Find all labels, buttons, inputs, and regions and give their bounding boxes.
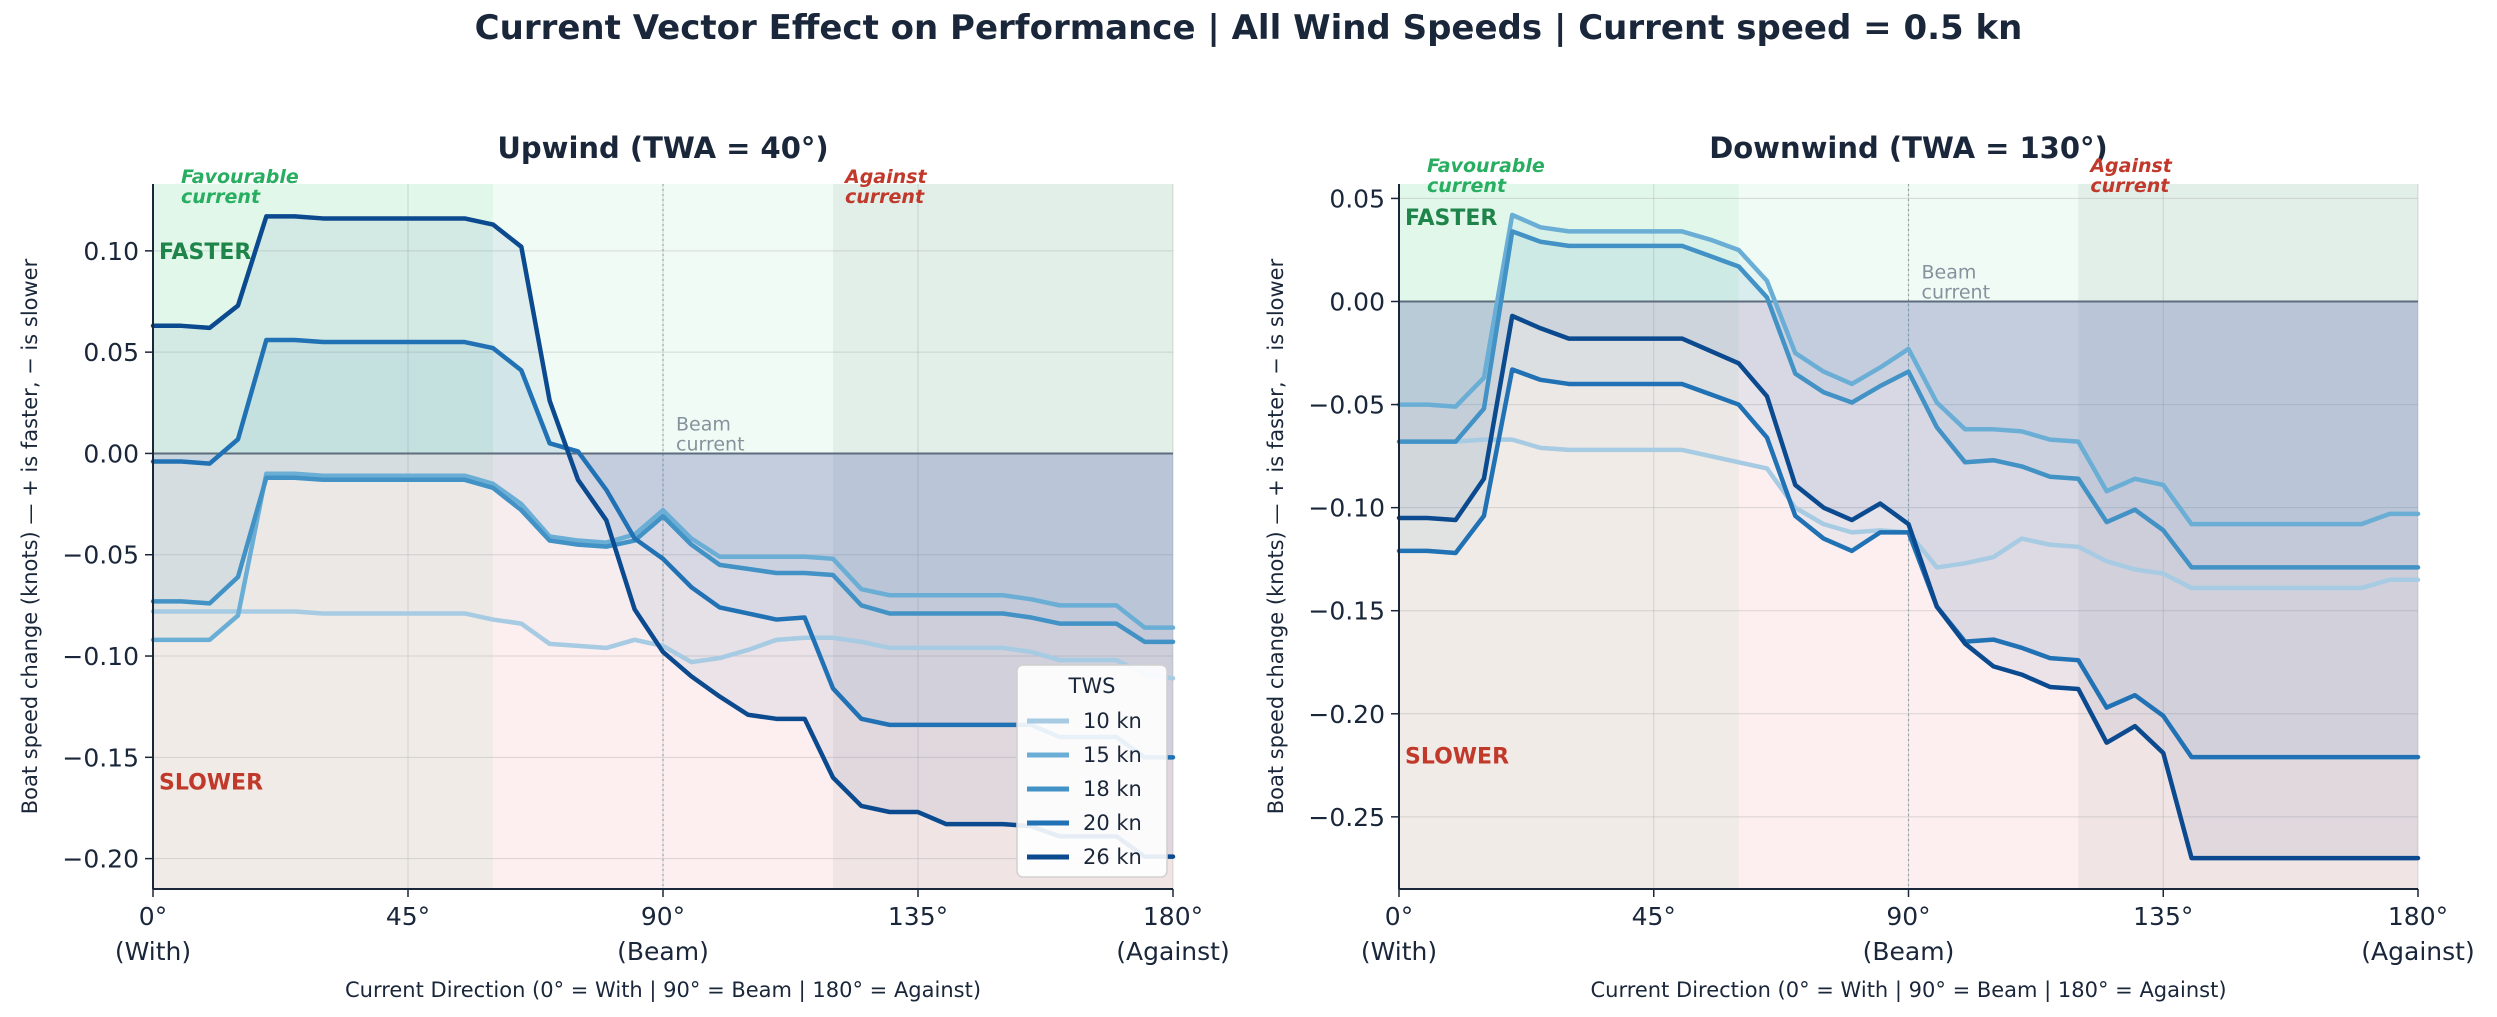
- series-area-4: [153, 216, 1173, 857]
- x-tick-sublabel: (With): [115, 937, 191, 966]
- series-line-2: [150, 475, 1176, 645]
- x-tick-label: 135°: [888, 902, 948, 931]
- against-label-line2: current: [2090, 175, 2170, 197]
- faster-band: [1399, 184, 2418, 302]
- beam-label-line1: Beam: [676, 413, 731, 435]
- y-tick-label: −0.05: [62, 541, 139, 570]
- y-tick-label: 0.10: [83, 237, 139, 266]
- series-line-3: [1396, 367, 2421, 760]
- y-tick-label: −0.20: [1308, 700, 1385, 729]
- y-tick-label: 0.05: [1329, 184, 1385, 213]
- faster-band: [153, 184, 1173, 454]
- x-tick-label: 180°: [1143, 902, 1203, 931]
- slower-band: [153, 453, 1173, 889]
- y-axis-label: Boat speed change (knots) — + is faster,…: [18, 258, 42, 814]
- series-line-1: [150, 471, 1176, 643]
- series-line-1: [1396, 212, 2421, 527]
- y-tick-label: −0.20: [62, 845, 139, 874]
- x-tick-label: 0°: [1385, 902, 1413, 931]
- x-tick-sublabel: (Against): [1116, 937, 1229, 966]
- x-tick-sublabel: (Beam): [1863, 937, 1955, 966]
- beam-label-line2: current: [676, 433, 745, 455]
- x-tick-label: 135°: [2133, 902, 2193, 931]
- legend-entry-4: 26 kn: [1083, 845, 1142, 869]
- series-line-2: [1396, 229, 2421, 570]
- y-tick-label: −0.10: [1308, 494, 1385, 523]
- legend-entry-0: 10 kn: [1083, 709, 1142, 733]
- y-tick-label: 0.05: [83, 338, 139, 367]
- x-tick-label: 90°: [1886, 902, 1930, 931]
- upwind-chart: Upwind (TWA = 40°) −0.20 −0.15 −0.10 −0.05 0.…: [18, 131, 1230, 1003]
- subplot-title: Upwind (TWA = 40°): [497, 131, 828, 165]
- x-tick-label: 0°: [139, 902, 167, 931]
- legend-entry-1: 15 kn: [1083, 743, 1142, 767]
- series-line-3: [150, 337, 1176, 760]
- figure-title: Current Vector Effect on Performance | A…: [474, 8, 2023, 48]
- series-area-3: [153, 339, 1173, 758]
- y-axis-label: Boat speed change (knots) — + is faster,…: [1264, 258, 1288, 814]
- series-line-4: [1396, 313, 2421, 861]
- against-label-line1: Against: [843, 166, 927, 188]
- favourable-label-line2: current: [1427, 175, 1507, 197]
- favourable-zone: [153, 184, 493, 889]
- faster-label: FASTER: [159, 240, 251, 265]
- series-line-4: [150, 214, 1176, 859]
- series-area-0: [153, 453, 1173, 679]
- favourable-label-line1: Favourable: [181, 166, 299, 188]
- y-tick-label: −0.25: [1308, 803, 1385, 832]
- slower-label: SLOWER: [1405, 744, 1509, 769]
- y-tick-label: 0.00: [1329, 288, 1385, 317]
- y-tick-label: 0.00: [83, 439, 139, 468]
- beam-label-line1: Beam: [1922, 262, 1977, 284]
- legend-title: TWS: [1068, 674, 1116, 698]
- series-area-0: [1399, 301, 2418, 589]
- legend-entry-3: 20 kn: [1083, 811, 1142, 835]
- downwind-chart: Downwind (TWA = 130°) −0.25 −0.20 −0.15 −0.1…: [1264, 131, 2475, 1003]
- y-tick-label: −0.15: [1308, 597, 1385, 626]
- faster-label: FASTER: [1405, 206, 1497, 231]
- y-tick-label: −0.10: [62, 642, 139, 671]
- favourable-label-line1: Favourable: [1427, 155, 1545, 177]
- x-tick-label: 45°: [386, 902, 430, 931]
- beam-label-line2: current: [1922, 282, 1991, 304]
- slower-label: SLOWER: [159, 771, 263, 796]
- y-tick-label: −0.05: [1308, 391, 1385, 420]
- x-tick-sublabel: (With): [1361, 937, 1437, 966]
- x-tick-sublabel: (Beam): [617, 937, 709, 966]
- series-line-0: [150, 609, 1176, 681]
- against-label-line1: Against: [2088, 155, 2172, 177]
- series-area-1: [1399, 214, 2418, 525]
- y-tick-label: −0.15: [62, 743, 139, 772]
- x-tick-sublabel: (Against): [2361, 937, 2474, 966]
- x-axis-label: Current Direction (0° = With | 90° = Bea…: [345, 978, 981, 1003]
- x-tick-label: 45°: [1632, 902, 1676, 931]
- subplot-title: Downwind (TWA = 130°): [1709, 131, 2108, 165]
- favourable-label-line2: current: [181, 186, 261, 208]
- x-tick-label: 90°: [641, 902, 685, 931]
- x-tick-label: 180°: [2388, 902, 2448, 931]
- x-axis-label: Current Direction (0° = With | 90° = Bea…: [1590, 978, 2226, 1003]
- against-label-line2: current: [845, 186, 925, 208]
- legend-entry-2: 18 kn: [1083, 777, 1142, 801]
